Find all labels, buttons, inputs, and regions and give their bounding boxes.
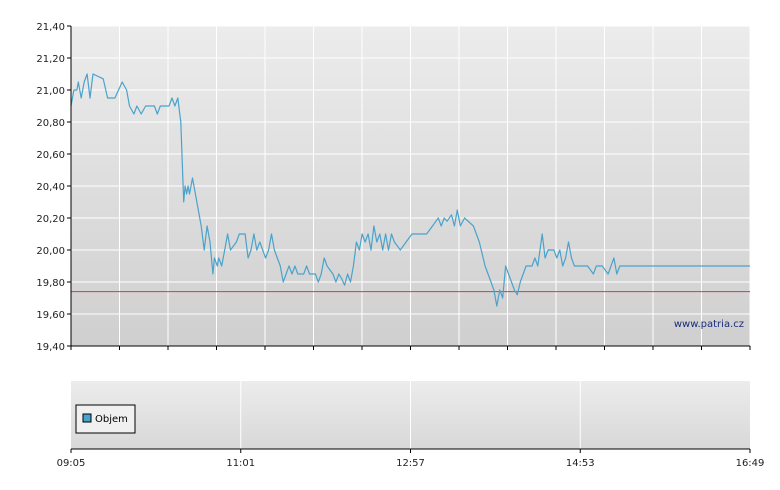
x-tick-label: 09:05 bbox=[57, 458, 86, 469]
y-tick-label: 21,40 bbox=[36, 22, 65, 33]
y-tick-label: 20,80 bbox=[36, 118, 65, 129]
x-tick-label: 11:01 bbox=[226, 458, 255, 469]
y-tick-label: 19,60 bbox=[36, 310, 65, 321]
y-tick-label: 19,80 bbox=[36, 278, 65, 289]
watermark: www.patria.cz bbox=[674, 319, 744, 330]
y-tick-label: 20,20 bbox=[36, 214, 65, 225]
volume-panel: Objem 09:05 11:01 12:57 14:53 16:49 bbox=[57, 381, 765, 469]
price-panel: 21,40 21,20 21,00 20,80 20,60 20,40 20,20 20,00… bbox=[36, 22, 751, 353]
x-tick-labels: 09:05 11:01 12:57 14:53 16:49 bbox=[57, 449, 765, 469]
x-tick-label: 12:57 bbox=[396, 458, 425, 469]
legend-swatch bbox=[82, 413, 92, 423]
volume-vertical-gridlines bbox=[240, 381, 581, 449]
x-tick-label: 14:53 bbox=[566, 458, 595, 469]
y-tick-label: 19,40 bbox=[36, 342, 65, 353]
x-tick-marks bbox=[70, 346, 751, 350]
y-tick-label: 20,00 bbox=[36, 246, 65, 257]
x-tick-label: 16:49 bbox=[736, 458, 765, 469]
volume-legend: Objem bbox=[75, 404, 136, 434]
series-line bbox=[70, 73, 750, 307]
y-tick-label: 21,00 bbox=[36, 86, 65, 97]
y-tick-labels: 21,40 21,20 21,00 20,80 20,60 20,40 20,20 20,00… bbox=[36, 22, 71, 353]
y-tick-label: 21,20 bbox=[36, 54, 65, 65]
y-tick-label: 20,60 bbox=[36, 150, 65, 161]
legend-label: Objem bbox=[95, 414, 128, 425]
vertical-gridlines bbox=[119, 26, 751, 346]
y-tick-label: 20,40 bbox=[36, 182, 65, 193]
